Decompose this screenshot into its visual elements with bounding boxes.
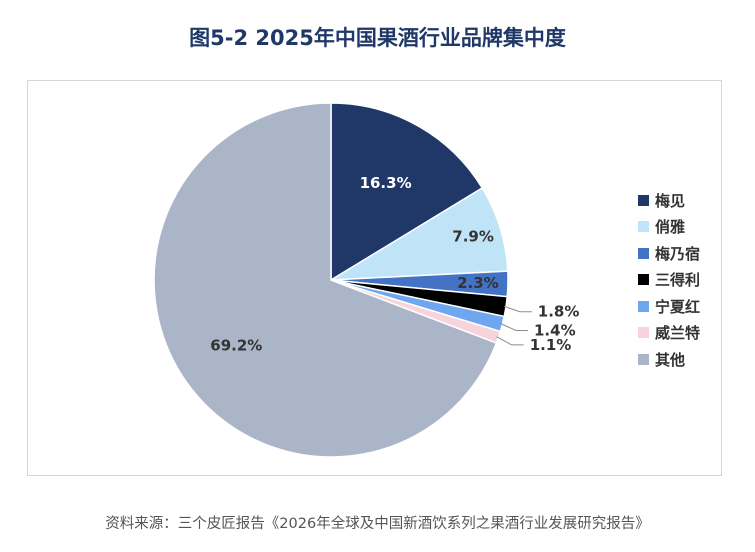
legend-swatch — [638, 353, 649, 365]
pie-slice-1 — [330, 102, 484, 282]
legend-label: 梅乃宿 — [655, 244, 701, 263]
data-label-5: 1.4% — [534, 322, 576, 340]
data-label-7: 69.2% — [210, 336, 262, 354]
source-note: 资料来源：三个皮匠报告《2026年全球及中国新酒饮系列之果酒行业发展研究报告》 — [105, 516, 650, 532]
pie-slice-7 — [153, 102, 498, 458]
legend-swatch — [638, 300, 649, 312]
legend-item-5: 宁夏红 — [638, 293, 748, 320]
legend-swatch — [638, 274, 649, 286]
legend-item-1: 梅见 — [638, 187, 748, 214]
legend-item-3: 梅乃宿 — [638, 240, 748, 267]
data-label-4: 1.8% — [538, 303, 580, 321]
legend-label: 其他 — [655, 350, 686, 369]
data-label-6: 1.1% — [530, 336, 572, 354]
legend-swatch — [638, 221, 649, 233]
legend-label: 俏雅 — [655, 218, 686, 237]
leader-line-6 — [496, 336, 524, 346]
data-label-3: 2.3% — [457, 274, 499, 292]
legend-swatch — [638, 194, 649, 206]
legend-label: 威兰特 — [655, 324, 701, 343]
legend-item-2: 俏雅 — [638, 214, 748, 241]
data-label-1: 16.3% — [360, 174, 412, 192]
legend-label: 梅见 — [655, 191, 686, 210]
leader-line-5 — [500, 323, 528, 331]
legend-swatch — [638, 247, 649, 259]
legend-label: 三得利 — [655, 271, 701, 290]
legend-label: 宁夏红 — [655, 297, 701, 316]
legend: 梅见俏雅梅乃宿三得利宁夏红威兰特其他 — [638, 187, 748, 373]
legend-swatch — [638, 327, 649, 339]
legend-item-4: 三得利 — [638, 267, 748, 294]
leader-line-4 — [503, 305, 532, 313]
chart-title: 图5-2 2025年中国果酒行业品牌集中度 — [189, 26, 566, 50]
data-label-2: 7.9% — [452, 227, 494, 245]
legend-item-7: 其他 — [638, 346, 748, 373]
legend-item-6: 威兰特 — [638, 320, 748, 347]
